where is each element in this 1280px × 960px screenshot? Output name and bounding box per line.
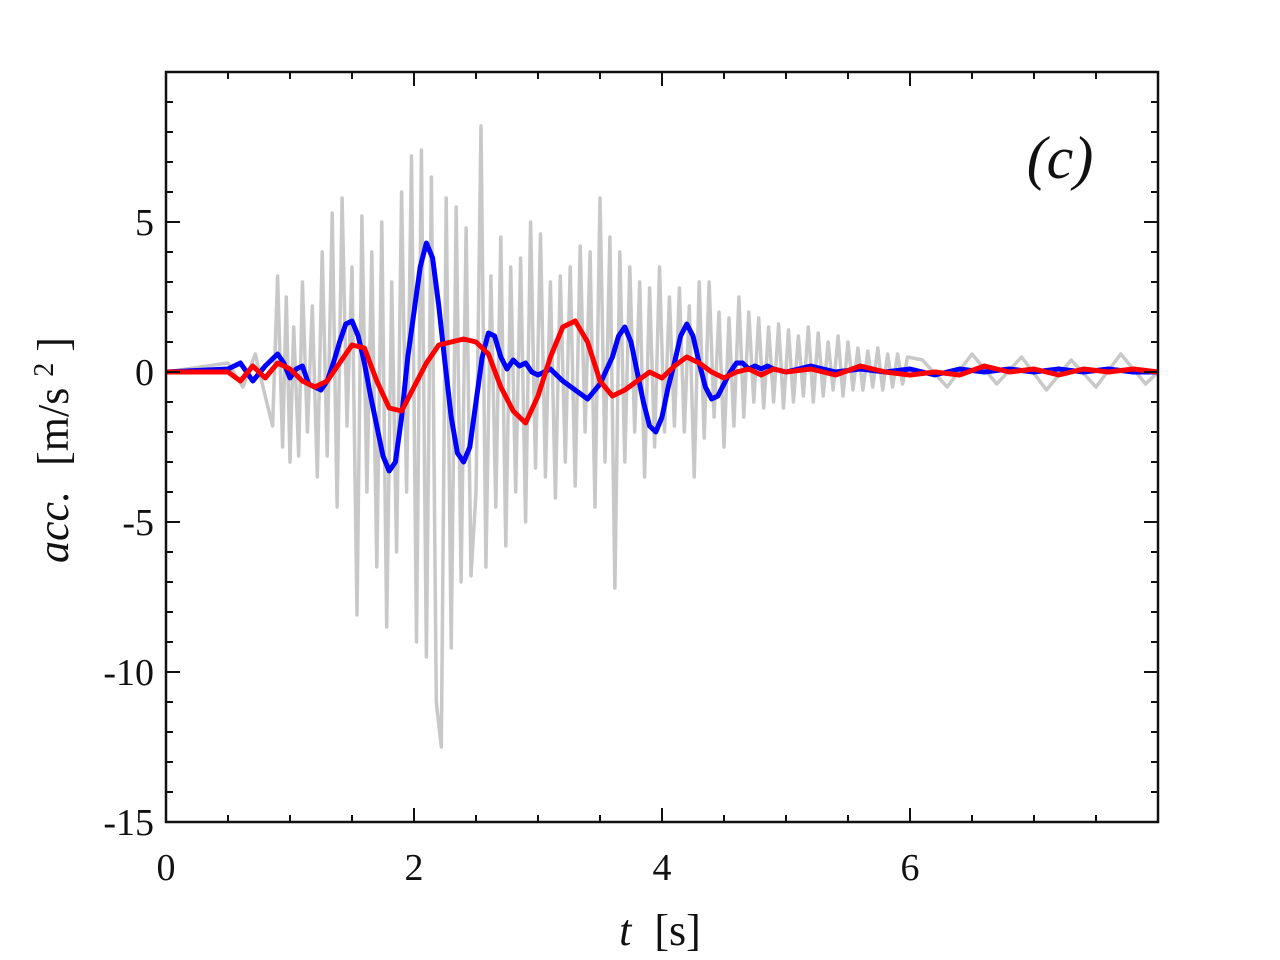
y-tick-label: -10	[103, 652, 154, 694]
x-axis-variable: t	[619, 906, 633, 955]
y-tick-label: -5	[122, 502, 154, 544]
series-line-3	[166, 318, 1159, 426]
x-tick-label: 2	[405, 847, 424, 889]
y-tick-label: 5	[135, 202, 154, 244]
series-line-1	[165, 124, 1160, 749]
x-axis-label: t [s]	[619, 906, 701, 955]
panel-label: (c)	[1027, 125, 1094, 191]
y-tick-label: -15	[103, 802, 154, 844]
x-tick-label: 4	[653, 847, 672, 889]
y-axis-variable: acc.	[29, 491, 78, 563]
series-layer	[165, 124, 1160, 749]
x-tick-label: 0	[157, 847, 176, 889]
x-axis-unit: [s]	[654, 906, 700, 955]
y-axis-unit-close: ]	[29, 337, 78, 352]
y-tick-label: 0	[135, 352, 154, 394]
y-axis-unit: [m/s	[29, 388, 78, 466]
y-axis-label: acc. [m/s 2 ]	[29, 337, 79, 563]
y-axis-unit-superscript: 2	[29, 363, 60, 377]
tick-labels-layer: 0 2 4 6 -15 -10 -5 0 5	[103, 202, 919, 889]
ticks-layer	[165, 71, 1159, 823]
x-tick-label: 6	[901, 847, 920, 889]
